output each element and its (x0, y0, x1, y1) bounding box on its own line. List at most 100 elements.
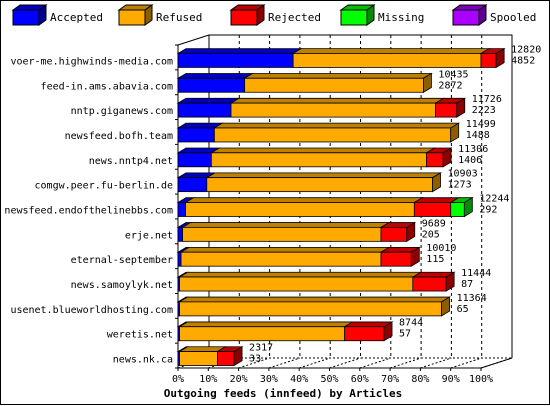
bar-segment (244, 77, 424, 93)
bar-segment (177, 226, 183, 242)
bar-segment-top (176, 73, 255, 79)
bar-segment-top (178, 296, 452, 303)
bar-side (406, 221, 416, 243)
bar-total-label: 10435 (438, 69, 468, 80)
bar-accepted-label: 1488 (466, 130, 490, 141)
bar-side (441, 296, 451, 317)
floor-grid-line (389, 357, 422, 369)
legend-swatch (118, 9, 146, 26)
x-tick-label: 100% (469, 374, 493, 385)
bar-total-label: 11364 (457, 293, 487, 304)
bar-accepted-label: 1273 (448, 180, 472, 191)
bar-segment (180, 251, 382, 267)
bar-total-label: 2317 (249, 343, 273, 354)
bar-segment (179, 326, 346, 342)
bar-segment (210, 152, 427, 168)
plot-back-wall (209, 34, 513, 358)
bar-segment (177, 177, 208, 193)
bar-segment (480, 53, 497, 68)
bar-segment-top (212, 122, 461, 129)
x-tick-label: 80% (411, 374, 429, 385)
bar-accepted-label: 87 (461, 279, 473, 290)
bar-segment-top (176, 97, 241, 104)
legend-swatch (12, 9, 40, 26)
bar-segment (344, 326, 385, 342)
row-label: weretis.net (107, 330, 173, 341)
bar-accepted-label: 2872 (438, 80, 462, 91)
bar-total-label: 11306 (458, 144, 488, 155)
row-label: usenet.blueworldhosting.com (10, 305, 173, 316)
bar-accepted-label: 65 (457, 304, 469, 315)
legend-swatch (230, 9, 258, 26)
floor-grid-line (420, 357, 452, 369)
x-tick-label: 0% (172, 374, 184, 385)
bar-accepted-label: 115 (426, 254, 444, 265)
bar-accepted-label: 2223 (472, 105, 496, 116)
floor-grid-line (480, 357, 513, 369)
bar-segment (426, 152, 444, 168)
bar-segment (230, 102, 436, 118)
bar-segment (179, 351, 218, 366)
bar-side (463, 196, 473, 218)
legend-swatch (452, 9, 480, 26)
bar-segment (380, 226, 408, 242)
bar-segment-top (205, 172, 442, 179)
legend-label: Spooled (490, 11, 536, 24)
bar-side (383, 321, 393, 342)
row-label: news.nk.ca (113, 355, 173, 366)
floor-grid-line (299, 357, 331, 369)
bar-accepted-label: 57 (399, 329, 411, 340)
row-label: feed-in.ams.abavia.com (41, 81, 173, 92)
bar-accepted-label: 4852 (511, 55, 535, 66)
bar-segment (177, 102, 232, 118)
bar-side (410, 246, 420, 267)
bar-segment (380, 251, 412, 267)
row-label: comgw.peer.fu-berlin.de (35, 181, 173, 192)
bar-total-label: 12820 (511, 44, 541, 55)
bar-side (233, 346, 243, 367)
row-label: news.nntp4.net (89, 156, 173, 167)
legend: Accepted Refused Rejected Missing Spooled (11, 4, 536, 26)
bar-accepted-label: 292 (479, 205, 497, 216)
bar-segment-top (229, 97, 445, 104)
row-label: nntp.giganews.com (71, 106, 173, 117)
bar-total-label: 10010 (426, 243, 456, 254)
bar-segment (179, 276, 414, 292)
legend-label: Refused (156, 11, 202, 24)
legend-swatch (340, 9, 368, 26)
bar-segment (206, 177, 433, 193)
bar-side (445, 271, 455, 292)
row-label: newsfeed.endofthelinebbs.com (4, 206, 173, 217)
bar-total-label: 11444 (461, 268, 491, 279)
bar-segment-top (178, 271, 423, 278)
bar-segment (177, 152, 212, 168)
bar-total-label: 8744 (399, 318, 423, 329)
bar-segment (179, 301, 443, 317)
bar-segment (213, 127, 452, 143)
bar-segment-top (291, 48, 491, 54)
x-tick-label: 90% (442, 374, 460, 385)
x-tick-label: 40% (290, 374, 308, 385)
bar-segment (413, 202, 452, 217)
floor-grid-line (450, 357, 482, 369)
bar-segment (177, 127, 215, 143)
bar-segment (182, 226, 382, 242)
bar-segment (177, 53, 294, 68)
chart-title: Outgoing feeds (innfeed) by Articles (164, 387, 402, 400)
bar-total-label: 11499 (466, 119, 496, 130)
bar-side (432, 172, 441, 193)
bar-segment (177, 251, 182, 267)
bar-segment-top (178, 321, 355, 328)
bar-accepted-label: 1406 (458, 155, 482, 166)
x-tick-label: 60% (351, 374, 369, 385)
bar-segment (177, 77, 246, 93)
